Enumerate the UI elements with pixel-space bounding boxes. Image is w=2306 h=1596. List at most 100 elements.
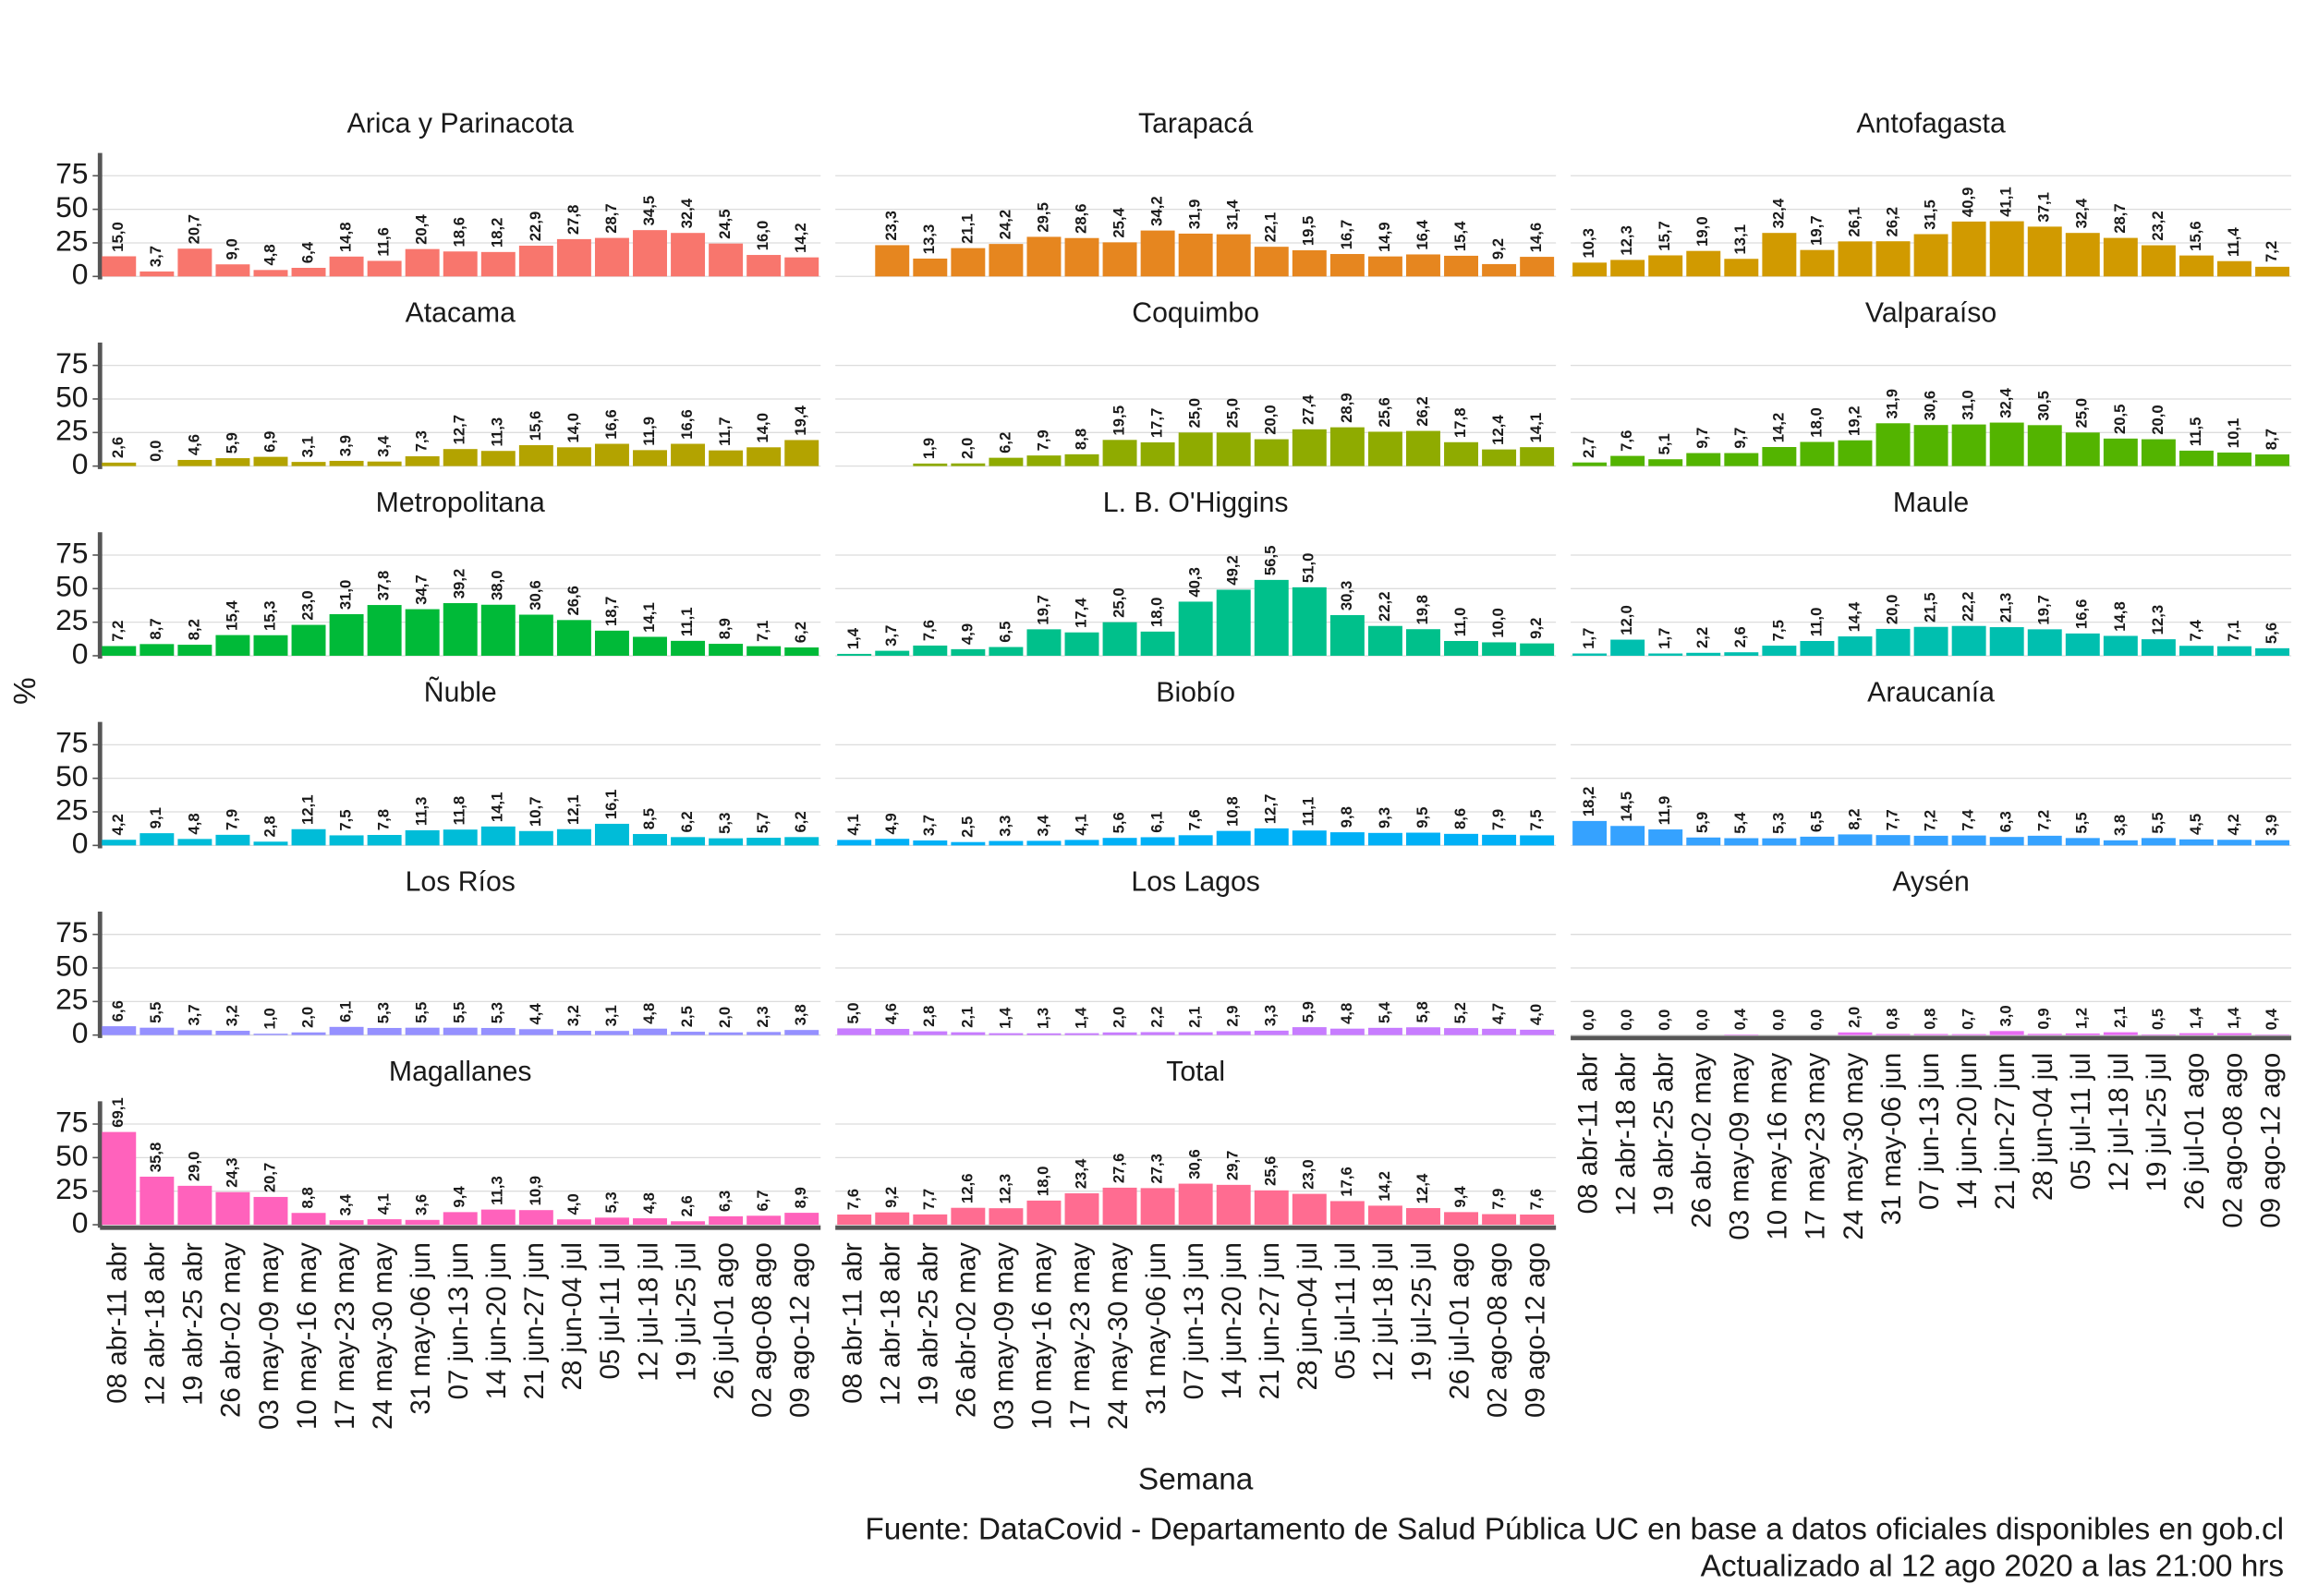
bar: [443, 1212, 478, 1226]
x-tick-label: 26 jul-01 ago: [1444, 1242, 1475, 1399]
bar: [1140, 230, 1175, 277]
value-label: 5,3: [1769, 813, 1787, 834]
value-label: 14,8: [2111, 601, 2129, 632]
value-label: 12,0: [1618, 605, 1635, 635]
value-label: 18,7: [602, 597, 620, 627]
x-tick-label: 24 may-30 may: [1839, 1053, 1869, 1240]
bar: [177, 248, 212, 277]
value-label: 5,5: [413, 1002, 431, 1023]
value-label: 15,4: [1451, 221, 1469, 251]
bar: [405, 609, 440, 656]
bar: [291, 1213, 326, 1226]
bar: [1026, 1200, 1062, 1226]
bar: [1572, 462, 1608, 466]
x-tick-label: 08 abr-11 abr: [837, 1242, 868, 1404]
bar: [1520, 447, 1555, 466]
bar: [367, 260, 402, 277]
bar: [913, 840, 948, 846]
value-label: 5,2: [1451, 1002, 1469, 1023]
value-label: 14,9: [1376, 222, 1393, 252]
value-label: 34,5: [640, 196, 658, 226]
x-tick-label: 09 ago-12 ago: [784, 1242, 815, 1418]
value-label: 8,9: [716, 618, 734, 639]
x-tick-label: 17 may-23 may: [330, 1242, 360, 1430]
bar: [594, 443, 629, 466]
bar: [709, 1215, 744, 1226]
value-label: 11,9: [640, 417, 658, 446]
bar: [1178, 432, 1213, 466]
bar: [1216, 1184, 1251, 1226]
bar: [1989, 1031, 2024, 1035]
bar: [329, 835, 364, 846]
value-label: 7,5: [1527, 809, 1545, 830]
value-label: 7,9: [1489, 1189, 1507, 1210]
bar: [2103, 1032, 2138, 1035]
bar: [671, 443, 706, 466]
bar: [2065, 633, 2100, 656]
value-label: 5,4: [1376, 1001, 1393, 1023]
value-label: 12,1: [298, 794, 316, 825]
bar: [329, 1026, 364, 1035]
value-label: 32,4: [1769, 198, 1787, 228]
bar: [951, 463, 986, 466]
bar: [405, 456, 440, 466]
bar: [1482, 834, 1517, 846]
bar: [291, 828, 326, 846]
bar: [1838, 1032, 1873, 1035]
bar: [329, 613, 364, 656]
value-label: 2,6: [1731, 626, 1749, 647]
value-label: 4,8: [185, 813, 202, 834]
x-tick-label: 07 jun-13 jun: [1914, 1053, 1945, 1210]
value-label: 6,2: [678, 811, 696, 832]
bar: [1406, 832, 1440, 846]
x-tick-label: 31 may-06 jun: [406, 1242, 436, 1415]
bar: [2179, 255, 2214, 277]
value-label: 34,2: [1148, 196, 1166, 226]
value-label: 6,3: [1997, 811, 2015, 832]
bar: [1875, 241, 1911, 277]
bar: [1026, 629, 1062, 656]
value-label: 23,3: [882, 211, 900, 241]
value-label: 11,8: [451, 796, 468, 826]
x-tick-label: 26 jul-01 ago: [709, 1242, 739, 1399]
value-label: 19,8: [1414, 595, 1431, 625]
bar: [1686, 652, 1721, 656]
bar: [480, 251, 516, 277]
bar: [1762, 838, 1797, 846]
value-label: 2,1: [958, 1007, 976, 1028]
bar: [1838, 440, 1873, 466]
bar: [1140, 441, 1175, 466]
bar: [1367, 625, 1402, 656]
y-tick-label: 0: [72, 1205, 89, 1239]
bar: [480, 826, 516, 846]
bar: [1292, 1027, 1327, 1035]
value-label: 5,3: [375, 1002, 393, 1023]
bar: [215, 264, 250, 277]
bar: [518, 830, 553, 846]
value-label: 0,8: [1883, 1009, 1900, 1030]
value-label: 2,0: [1845, 1007, 1863, 1028]
value-label: 15,0: [109, 222, 127, 252]
bar: [633, 1218, 667, 1226]
value-label: 20,5: [2111, 405, 2129, 435]
value-label: 12,6: [958, 1173, 976, 1203]
value-label: 7,5: [337, 809, 355, 830]
value-label: 9,7: [1731, 428, 1749, 449]
bar: [633, 636, 667, 656]
bar: [215, 1191, 250, 1226]
x-tick-label: 21 jun-27 jun: [1990, 1053, 2021, 1210]
panel-title: Tarapacá: [1138, 108, 1254, 139]
bar: [746, 838, 782, 846]
value-label: 6,2: [792, 811, 809, 832]
value-label: 4,0: [564, 1193, 582, 1215]
y-tick-label: 0: [72, 1016, 89, 1049]
bar: [556, 447, 591, 466]
bar: [1064, 1193, 1099, 1226]
bar: [1989, 837, 2024, 846]
x-tick-label: 19 jul-25 jul: [2142, 1053, 2172, 1192]
bar: [1572, 653, 1608, 656]
value-label: 3,7: [882, 625, 900, 647]
value-label: 7,4: [2187, 620, 2204, 642]
bar: [1329, 614, 1365, 656]
